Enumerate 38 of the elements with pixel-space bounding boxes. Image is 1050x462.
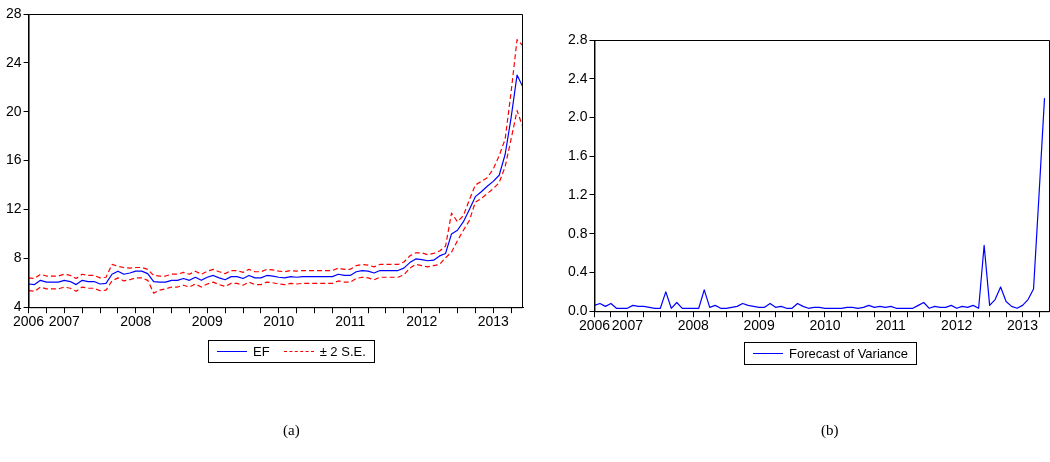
legend-label: ± 2 S.E. [319,344,366,359]
x-tick-label: 2013 [1006,317,1039,334]
y-tick-label: 2.4 [567,69,588,86]
x-tick-label: 2007 [611,317,644,334]
x-tick-label: 2012 [941,317,973,334]
text: (a) [283,422,300,439]
y-tick-label: 12 [5,200,22,217]
y-tick-label: 2.8 [567,30,588,47]
y-tick-label: 0.4 [567,263,588,280]
x-tick-label: 2006 [12,313,45,330]
y-tick-label: 0.0 [567,302,588,319]
y-tick-label: 8 [13,249,22,266]
y-tick-label: 2.0 [567,108,588,125]
x-tick-label: 2011 [875,317,907,334]
y-tick-label: 24 [5,53,22,70]
text: (b) [821,422,839,439]
legend-label: EF [253,344,270,359]
x-tick-label: 2007 [48,313,81,330]
x-tick-label: 2011 [335,313,366,330]
x-tick-label: 2009 [191,313,224,330]
line-series [28,39,523,280]
y-tick-label: 28 [5,4,22,21]
legend-label: Forecast of Variance [789,346,908,361]
x-tick-label: 2006 [578,317,611,334]
x-tick-label: 2008 [120,313,152,330]
y-tick-label: 0.8 [567,224,588,241]
y-tick-label: 20 [5,102,22,119]
x-tick-label: 2009 [743,317,775,334]
line-series [28,109,523,294]
x-tick-label: 2008 [677,317,710,334]
x-tick-label: 2010 [263,313,295,330]
y-tick-label: 1.2 [567,185,588,202]
y-tick-label: 16 [5,151,22,168]
x-tick-label: 2013 [477,313,509,330]
x-tick-label: 2010 [809,317,841,334]
y-tick-label: 1.6 [567,147,588,164]
y-tick-label: 4 [13,298,22,315]
x-tick-label: 2012 [406,313,438,330]
